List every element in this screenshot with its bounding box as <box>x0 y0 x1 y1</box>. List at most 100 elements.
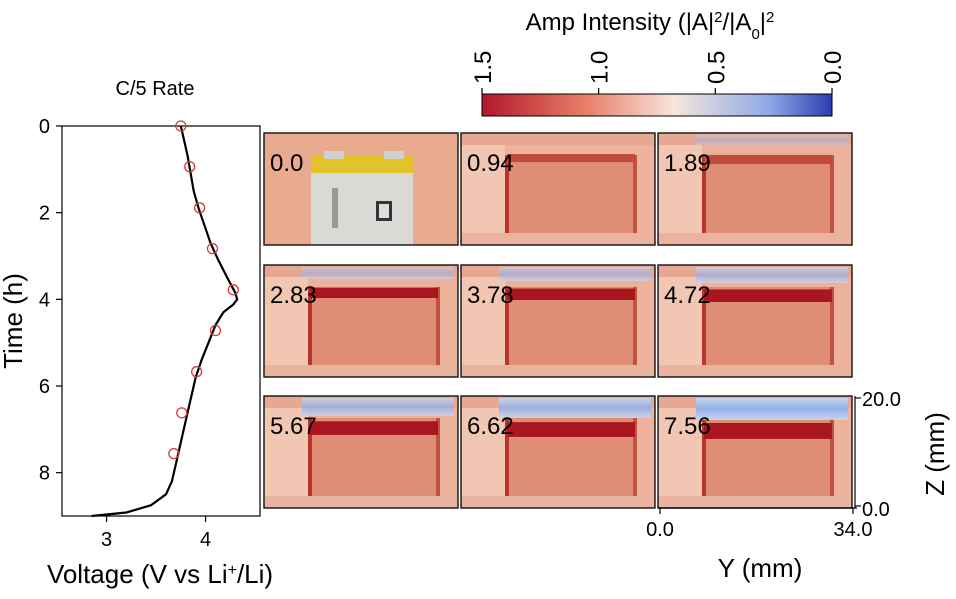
z-axis-label: Z (mm) <box>920 412 950 496</box>
colorbar-tick-label: 0.5 <box>703 51 730 84</box>
voltage-marker <box>184 161 196 173</box>
voltage-marker <box>175 120 187 132</box>
gas-band <box>302 267 454 280</box>
voltage-ytick-label: 4 <box>39 289 50 311</box>
cb-title-sup: 2 <box>766 9 774 26</box>
xlabel-part: /Li) <box>237 559 273 589</box>
voltage-xtick-label: 3 <box>101 529 112 551</box>
panel-time-label: 4.72 <box>664 282 711 309</box>
cell-edge-right <box>633 418 637 504</box>
panel-left-region <box>264 265 308 377</box>
cell-edge-right <box>436 418 440 504</box>
y-axis-label: Y (mm) <box>718 553 803 583</box>
panel-bottom-strip <box>264 496 458 508</box>
voltage-ytick-label: 0 <box>39 116 50 138</box>
voltage-plot-xlabel: Voltage (V vs Li+/Li) <box>47 559 273 589</box>
voltage-marker <box>190 366 203 378</box>
panel-bottom-strip <box>658 233 852 245</box>
voltage-marker <box>193 202 206 214</box>
voltage-marker <box>206 242 219 255</box>
colorbar-title: Amp Intensity (|A|2/|A0|2 <box>526 9 775 43</box>
cell-body-region <box>505 287 637 373</box>
heatmap-panel: 1.89 <box>657 132 853 246</box>
colorbar-gradient <box>481 93 833 117</box>
cell-edge-left <box>308 287 312 373</box>
panel-frame <box>657 132 853 246</box>
heatmap-panel: 6.62 <box>460 395 656 509</box>
dark-interface-band <box>310 287 438 299</box>
panel-left-region <box>461 265 505 377</box>
xlabel-superscript: + <box>228 562 237 579</box>
panel-time-label: 2.83 <box>270 282 317 309</box>
panel-bottom-strip <box>461 233 655 245</box>
heatmap-panel: 0.94 <box>460 132 656 246</box>
voltage-plot-frame <box>61 125 261 517</box>
z-tick-label-min: 0.0 <box>862 499 890 521</box>
panel-bottom-strip <box>658 365 852 377</box>
battery-photo <box>311 151 413 245</box>
voltage-marker <box>209 324 222 337</box>
heatmap-panel: 7.56 <box>657 395 853 509</box>
cell-edge-right <box>830 418 834 504</box>
heatmap-panel-grid: 0.0 0.94 1.89 2.83 3.78 4.72 5.67 6.62 7.56 <box>263 132 853 509</box>
cell-edge-left <box>702 287 706 373</box>
cell-edge-left <box>505 418 509 504</box>
gas-band <box>696 398 848 420</box>
panel-time-label: 7.56 <box>664 413 711 440</box>
colorbar-tick-label: 0.0 <box>820 51 847 84</box>
cb-title-sup: 2 <box>714 9 722 26</box>
cb-title-part: | <box>760 9 766 36</box>
voltage-ytick-label: 6 <box>39 376 50 398</box>
voltage-plot-ylabel: Time (h) <box>0 273 28 369</box>
panel-time-label: 1.89 <box>664 150 711 177</box>
heatmap-panel: 5.67 <box>263 395 459 509</box>
panel-time-label: 6.62 <box>467 413 514 440</box>
colorbar-tick-label: 1.0 <box>587 51 614 84</box>
voltage-plot: C/5 Rate 3 4 0 2 4 6 8 Time (h) Voltage (V vs … <box>0 78 273 589</box>
panel-frame <box>460 395 656 509</box>
xlabel-part: Voltage (V vs Li <box>47 559 228 589</box>
voltage-marker <box>176 407 188 419</box>
panel-time-label: 3.78 <box>467 282 514 309</box>
cell-edge-right <box>830 155 834 241</box>
voltage-markers <box>168 120 239 460</box>
cell-body-region <box>505 155 637 241</box>
panel-time-label: 0.94 <box>467 150 514 177</box>
voltage-curve <box>91 125 239 518</box>
voltage-plot-title: C/5 Rate <box>116 78 195 100</box>
panel-bottom-strip <box>658 496 852 508</box>
voltage-xtick-label: 4 <box>200 529 211 551</box>
cell-body-region <box>702 155 834 241</box>
cell-edge-left <box>702 418 706 504</box>
heatmap-panel: 2.83 <box>263 264 459 378</box>
colorbar-ticks: 1.5 1.0 0.5 0.0 <box>470 51 847 94</box>
cell-edge-right <box>633 287 637 373</box>
cell-edge-left <box>505 155 509 241</box>
cell-edge-right <box>830 287 834 373</box>
voltage-plot-ticks: 3 4 0 2 4 6 8 <box>39 116 211 551</box>
panel-bottom-strip <box>461 496 655 508</box>
panel-left-region <box>461 133 505 245</box>
panel-left-region <box>264 396 308 508</box>
dark-interface-band <box>704 422 832 439</box>
panel-left-region <box>658 265 702 377</box>
y-tick-label-max: 34.0 <box>834 519 873 541</box>
panel-bottom-strip <box>461 365 655 377</box>
z-tick-label-max: 20.0 <box>862 389 901 411</box>
cb-title-part: /|A <box>723 9 752 36</box>
cell-edge-right <box>436 287 440 373</box>
panel-time-label: 0.0 <box>270 150 303 177</box>
cell-edge-left <box>505 287 509 373</box>
dark-interface-band <box>507 422 635 437</box>
cell-tape <box>311 155 413 173</box>
colorbar-tick-label: 1.5 <box>470 51 497 84</box>
panel-bottom-strip <box>264 365 458 377</box>
voltage-ytick-label: 8 <box>39 463 50 485</box>
dark-interface-band <box>704 154 832 165</box>
cell-tab <box>324 151 344 159</box>
cb-title-sub: 0 <box>751 26 759 43</box>
cell-body-region <box>308 287 440 373</box>
cell-edge-left <box>308 418 312 504</box>
y-tick-label-min: 0.0 <box>646 519 674 541</box>
